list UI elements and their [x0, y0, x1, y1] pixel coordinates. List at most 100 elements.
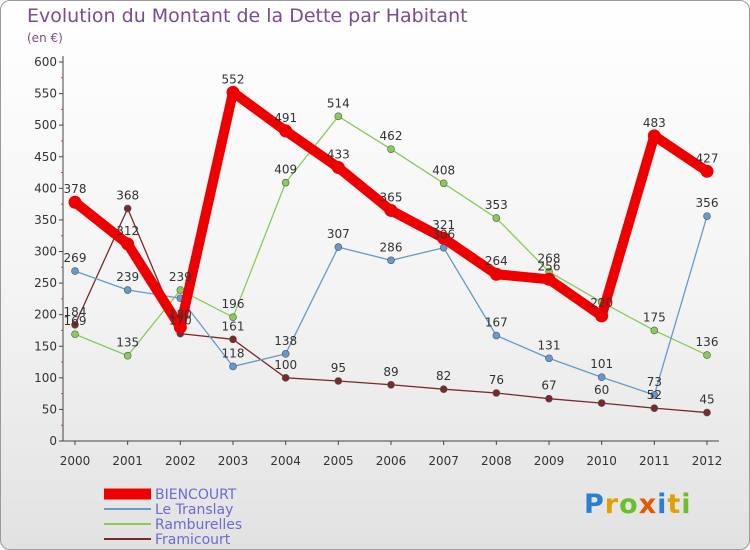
data-label: 306 — [432, 228, 455, 242]
data-label: 462 — [380, 129, 403, 143]
legend-label: Le Translay — [155, 502, 233, 518]
data-label: 321 — [432, 218, 455, 232]
data-label: 264 — [485, 254, 508, 268]
data-point — [700, 164, 714, 178]
data-label: 239 — [169, 270, 192, 284]
data-label: 196 — [222, 297, 245, 311]
data-label: 220 — [590, 296, 613, 310]
y-tick-label: 200 — [34, 308, 57, 322]
logo-letter: i — [681, 489, 692, 520]
x-tick-label: 2012 — [692, 454, 723, 468]
data-point — [334, 243, 343, 251]
data-point — [492, 331, 501, 340]
data-point — [595, 309, 609, 323]
data-point — [597, 373, 606, 382]
data-label: 269 — [64, 251, 87, 265]
logo-letter: r — [604, 489, 620, 520]
logo-letter: o — [619, 489, 639, 520]
data-point — [331, 160, 345, 174]
data-label: 353 — [485, 198, 508, 212]
data-point — [229, 313, 237, 321]
data-label: 483 — [643, 116, 666, 130]
data-point — [439, 179, 448, 188]
y-tick-label: 150 — [34, 339, 57, 353]
data-point — [439, 385, 448, 394]
data-label: 52 — [647, 388, 662, 402]
proxiti-logo: Proxiti — [584, 489, 692, 520]
data-point — [387, 145, 395, 153]
x-tick-label: 2004 — [270, 454, 301, 468]
data-point — [647, 129, 661, 143]
data-label: 161 — [222, 319, 245, 333]
data-label: 239 — [116, 270, 139, 284]
data-label: 136 — [696, 335, 719, 349]
y-tick-label: 350 — [34, 213, 57, 227]
x-tick-label: 2009 — [534, 454, 565, 468]
x-tick-label: 2002 — [165, 454, 196, 468]
data-point — [121, 237, 135, 251]
y-tick-label: 100 — [34, 371, 57, 385]
x-tick-label: 2001 — [112, 454, 143, 468]
data-point — [387, 380, 395, 389]
data-label: 95 — [331, 361, 346, 375]
data-label: 169 — [64, 314, 87, 328]
y-tick-label: 50 — [42, 402, 57, 416]
data-point — [703, 408, 711, 417]
data-point — [387, 256, 395, 265]
data-label: 100 — [274, 358, 297, 372]
data-point — [489, 267, 503, 281]
x-tick-label: 2003 — [218, 454, 249, 468]
data-point — [650, 391, 659, 399]
data-label: 131 — [538, 338, 561, 352]
x-tick-label: 2010 — [586, 454, 617, 468]
data-label: 73 — [647, 375, 662, 389]
data-label: 365 — [380, 190, 403, 204]
y-tick-label: 400 — [34, 181, 57, 195]
data-label: 167 — [485, 316, 508, 330]
data-label: 286 — [380, 240, 403, 254]
x-tick-label: 2007 — [428, 454, 459, 468]
x-tick-label: 2006 — [376, 454, 407, 468]
data-label: 76 — [489, 373, 504, 387]
chart-unit: (en €) — [27, 31, 63, 45]
data-label: 368 — [116, 189, 139, 203]
data-label: 409 — [274, 163, 297, 177]
data-label: 307 — [327, 227, 350, 241]
y-tick-label: 600 — [34, 55, 57, 69]
data-point — [542, 272, 556, 286]
data-point — [123, 204, 132, 213]
data-label: 408 — [432, 163, 455, 177]
data-point — [492, 389, 501, 397]
logo-letter: P — [584, 489, 605, 520]
data-point — [71, 330, 79, 339]
chart-title: Evolution du Montant de la Dette par Hab… — [27, 5, 468, 27]
data-label: 60 — [594, 383, 609, 397]
data-point — [437, 231, 451, 245]
data-point — [650, 404, 659, 412]
data-point — [334, 377, 343, 385]
y-tick-label: 250 — [34, 276, 57, 290]
data-label: 45 — [699, 393, 714, 407]
y-tick-label: 550 — [34, 87, 57, 101]
data-label: 378 — [64, 182, 87, 196]
data-label: 184 — [64, 305, 87, 319]
data-point — [597, 399, 606, 407]
data-point — [703, 351, 711, 359]
legend-label: Framicourt — [155, 532, 231, 548]
data-label: 312 — [116, 224, 139, 238]
data-point — [703, 212, 711, 220]
data-point — [176, 286, 185, 294]
data-label: 180 — [169, 307, 192, 321]
legend-label: BIENCOURT — [155, 487, 237, 503]
y-tick-label: 300 — [34, 245, 57, 259]
x-tick-label: 2008 — [481, 454, 512, 468]
legend-label: Ramburelles — [155, 517, 242, 533]
data-label: 135 — [116, 336, 139, 350]
data-point — [650, 326, 659, 335]
data-label: 356 — [696, 196, 719, 210]
data-label: 89 — [383, 365, 398, 379]
data-point — [334, 112, 343, 121]
x-tick-label: 2011 — [639, 454, 670, 468]
